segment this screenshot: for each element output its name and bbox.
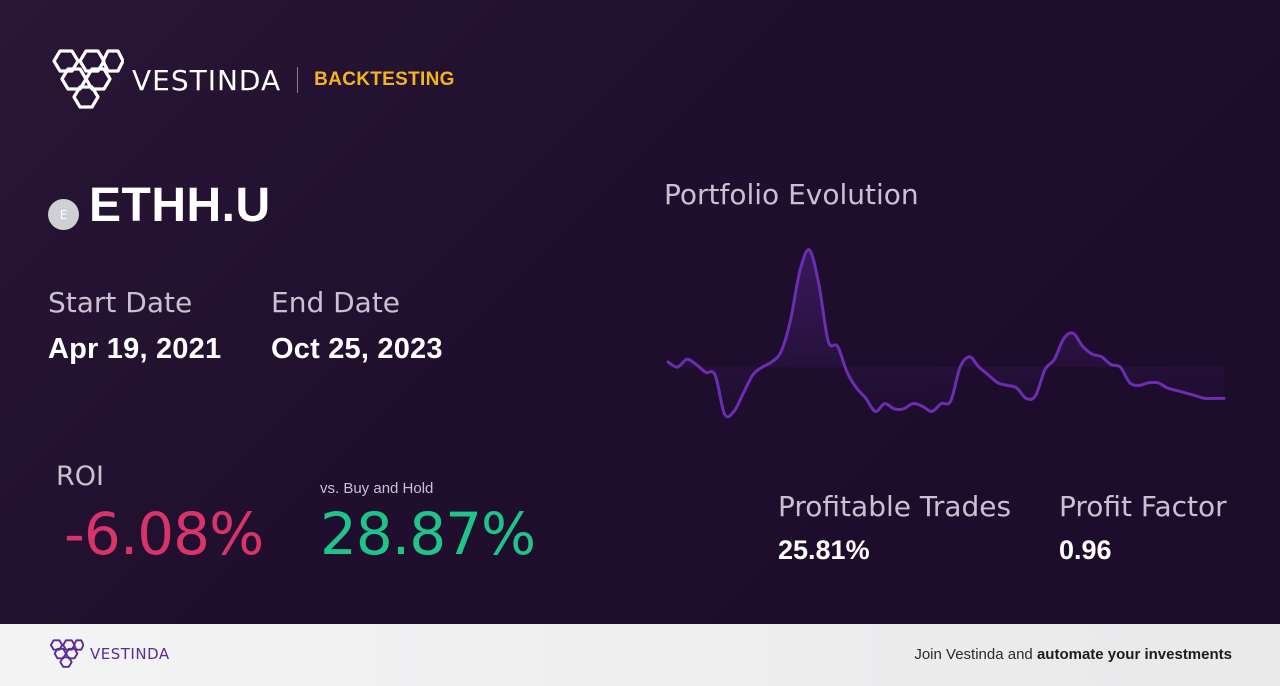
buy-hold-label: vs. Buy and Hold: [320, 480, 434, 497]
hexagon-cluster-icon: [52, 49, 124, 109]
profit-factor-value: 0.96: [1059, 535, 1112, 565]
brand-divider: [297, 67, 299, 93]
backtest-card: VESTINDA BACKTESTING E ETHH.U Start Date…: [0, 0, 1280, 624]
footer-brand[interactable]: VESTINDA: [48, 638, 170, 670]
portfolio-series-line: [666, 248, 1226, 419]
ticker: E ETHH.U: [48, 178, 271, 233]
profitable-trades-label: Profitable Trades: [778, 490, 1012, 523]
footer-hexagon-cluster-icon: [49, 639, 84, 668]
brand-name: VESTINDA: [132, 63, 282, 97]
brand-header: VESTINDA BACKTESTING: [48, 46, 455, 114]
roi-value: -6.08%: [64, 500, 264, 568]
portfolio-chart: [666, 248, 1226, 419]
chart-title: Portfolio Evolution: [664, 178, 919, 211]
footer-cta-prefix: Join Vestinda and: [914, 646, 1037, 663]
end-date-label: End Date: [271, 286, 401, 319]
footer-bar: VESTINDA Join Vestinda and automate your…: [0, 624, 1280, 686]
footer-cta-link[interactable]: Join Vestinda and automate your investme…: [914, 646, 1232, 663]
ticker-badge-icon: E: [48, 199, 79, 230]
start-date-value: Apr 19, 2021: [48, 333, 222, 365]
end-date-block: End Date Oct 25, 2023: [271, 286, 443, 366]
profitable-trades-stat: Profitable Trades 25.81%: [778, 490, 1011, 566]
portfolio-area-fill: [668, 249, 1224, 417]
footer-brand-name: VESTINDA: [90, 645, 170, 663]
end-date-value: Oct 25, 2023: [271, 333, 443, 365]
roi-label: ROI: [56, 461, 104, 492]
start-date-block: Start Date Apr 19, 2021: [48, 286, 221, 366]
profitable-trades-value: 25.81%: [778, 535, 870, 565]
ticker-symbol: ETHH.U: [89, 179, 271, 232]
buy-hold-value: 28.87%: [320, 500, 536, 568]
start-date-label: Start Date: [48, 286, 193, 319]
brand-section-label: BACKTESTING: [314, 69, 455, 90]
footer-cta-bold: automate your investments: [1036, 646, 1232, 663]
profit-factor-stat: Profit Factor 0.96: [1059, 490, 1227, 566]
profit-factor-label: Profit Factor: [1059, 490, 1227, 523]
